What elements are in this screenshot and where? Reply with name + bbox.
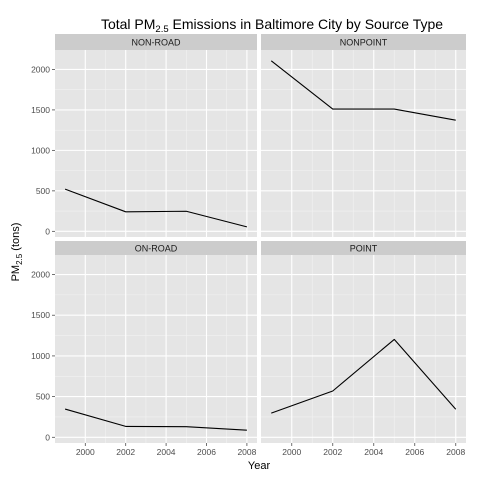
x-axis-label: Year bbox=[248, 460, 271, 472]
chart-title-rest: Emissions in Baltimore City by Source Ty… bbox=[169, 16, 444, 32]
y-axis-label-rest: (tons) bbox=[10, 223, 22, 254]
x-tick-label: 2008 bbox=[237, 447, 256, 457]
facet-strip-nonpoint bbox=[261, 34, 466, 50]
y-tick-label: 500 bbox=[36, 392, 50, 402]
facet-panels: NON-ROAD 0 500 1000 1500 2000 NONPOINT ON-ROAD 0… bbox=[31, 34, 466, 457]
x-tick-label: 2008 bbox=[446, 447, 465, 457]
facet-strip-on-road bbox=[55, 241, 257, 255]
facet-panel-point bbox=[261, 255, 466, 443]
x-tick-label: 2002 bbox=[116, 447, 135, 457]
facet-panel-on-road bbox=[55, 255, 257, 443]
series-line-non-road bbox=[64, 188, 248, 228]
chart-title: Total PM2.5 Emissions in Baltimore City … bbox=[101, 16, 443, 35]
facet-panel-nonpoint bbox=[261, 50, 466, 237]
series-line-nonpoint bbox=[270, 60, 456, 121]
y-axis-label-main: PM bbox=[10, 265, 22, 282]
facet-strip-non-road bbox=[55, 34, 257, 50]
y-tick-label: 0 bbox=[45, 432, 50, 442]
x-tick-label: 2002 bbox=[323, 447, 342, 457]
facet-label-non-road: NON-ROAD bbox=[132, 37, 181, 47]
x-tick-label: 2006 bbox=[405, 447, 424, 457]
facet-label-point: POINT bbox=[350, 243, 378, 253]
series-line-point bbox=[271, 338, 457, 414]
y-tick-label: 1500 bbox=[31, 310, 50, 320]
y-tick-label: 500 bbox=[36, 186, 50, 196]
x-tick-label: 2006 bbox=[197, 447, 216, 457]
chart-title-main: Total PM bbox=[101, 16, 155, 32]
facet-label-on-road: ON-ROAD bbox=[135, 243, 178, 253]
chart-title-subscript: 2.5 bbox=[155, 24, 168, 35]
y-tick-label: 1000 bbox=[31, 351, 50, 361]
x-tick-label: 2000 bbox=[76, 447, 95, 457]
x-tick-label: 2000 bbox=[282, 447, 301, 457]
facet-panel-non-road bbox=[55, 50, 257, 237]
facet-label-nonpoint: NONPOINT bbox=[340, 37, 388, 47]
series-line-on-road bbox=[64, 408, 247, 431]
y-axis-label-subscript: 2.5 bbox=[15, 253, 24, 265]
y-tick-label: 1500 bbox=[31, 105, 50, 115]
facet-strip-point bbox=[261, 241, 466, 255]
x-tick-label: 2004 bbox=[364, 447, 383, 457]
y-tick-label: 1000 bbox=[31, 145, 50, 155]
x-tick-label: 2004 bbox=[157, 447, 176, 457]
y-tick-label: 2000 bbox=[31, 270, 50, 280]
y-tick-label: 2000 bbox=[31, 64, 50, 74]
y-axis-label: PM2.5 (tons) bbox=[10, 223, 24, 282]
y-tick-label: 0 bbox=[45, 226, 50, 236]
